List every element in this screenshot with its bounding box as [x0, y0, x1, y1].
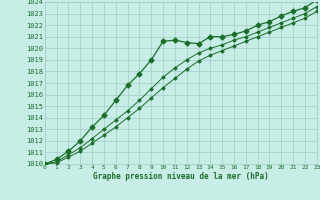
X-axis label: Graphe pression niveau de la mer (hPa): Graphe pression niveau de la mer (hPa) — [93, 172, 269, 181]
